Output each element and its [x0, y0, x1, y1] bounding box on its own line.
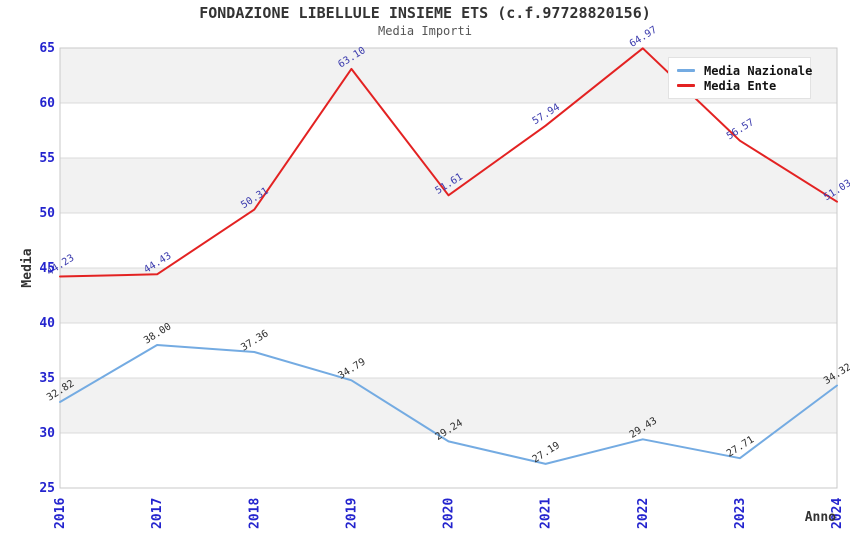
plot-band	[60, 378, 837, 433]
y-tick-label: 40	[39, 316, 55, 331]
chart-title: FONDAZIONE LIBELLULE INSIEME ETS (c.f.97…	[199, 4, 651, 22]
series-line-media-nazionale	[59, 344, 838, 465]
y-tick-label: 50	[39, 206, 55, 221]
x-tick-label: 2022	[636, 498, 651, 529]
y-tick-label: 35	[39, 371, 55, 386]
chart-subtitle: Media Importi	[378, 24, 472, 38]
plot-band	[60, 323, 837, 378]
x-tick-label: 2017	[150, 498, 165, 529]
legend-box: Media Nazionale Media Ente	[668, 57, 812, 99]
y-tick-label: 65	[39, 41, 55, 56]
y-tick-label: 25	[39, 481, 55, 496]
legend-label-media-ente: Media Ente	[704, 78, 777, 93]
series-line-media-ente	[59, 47, 838, 278]
plot-band	[60, 268, 837, 323]
x-tick-label: 2024	[830, 498, 845, 529]
legend-swatch-media-nazionale-icon	[677, 69, 695, 72]
plot-frame	[59, 47, 838, 489]
legend-swatch-media-ente-icon	[677, 84, 695, 87]
x-tick-label: 2016	[53, 498, 68, 529]
plot-band	[60, 158, 837, 213]
x-axis-title: Anno	[805, 510, 836, 525]
y-axis-title: Media	[20, 248, 35, 287]
data-label: 64.97	[628, 25, 659, 50]
plot-band	[60, 213, 837, 268]
y-tick-label: 30	[39, 426, 55, 441]
legend-item-media-ente: Media Ente	[677, 80, 802, 92]
x-tick-label: 2018	[247, 498, 262, 529]
x-tick-label: 2021	[539, 498, 554, 529]
legend-label-media-nazionale: Media Nazionale	[704, 63, 813, 78]
x-tick-label: 2023	[733, 498, 748, 529]
legend-item-media-nazionale: Media Nazionale	[677, 65, 812, 77]
y-tick-label: 60	[39, 96, 55, 111]
x-tick-label: 2019	[344, 498, 359, 529]
plot-band	[60, 103, 837, 158]
y-tick-label: 55	[39, 151, 55, 166]
x-tick-label: 2020	[442, 498, 457, 529]
y-tick-label: 45	[39, 261, 55, 276]
